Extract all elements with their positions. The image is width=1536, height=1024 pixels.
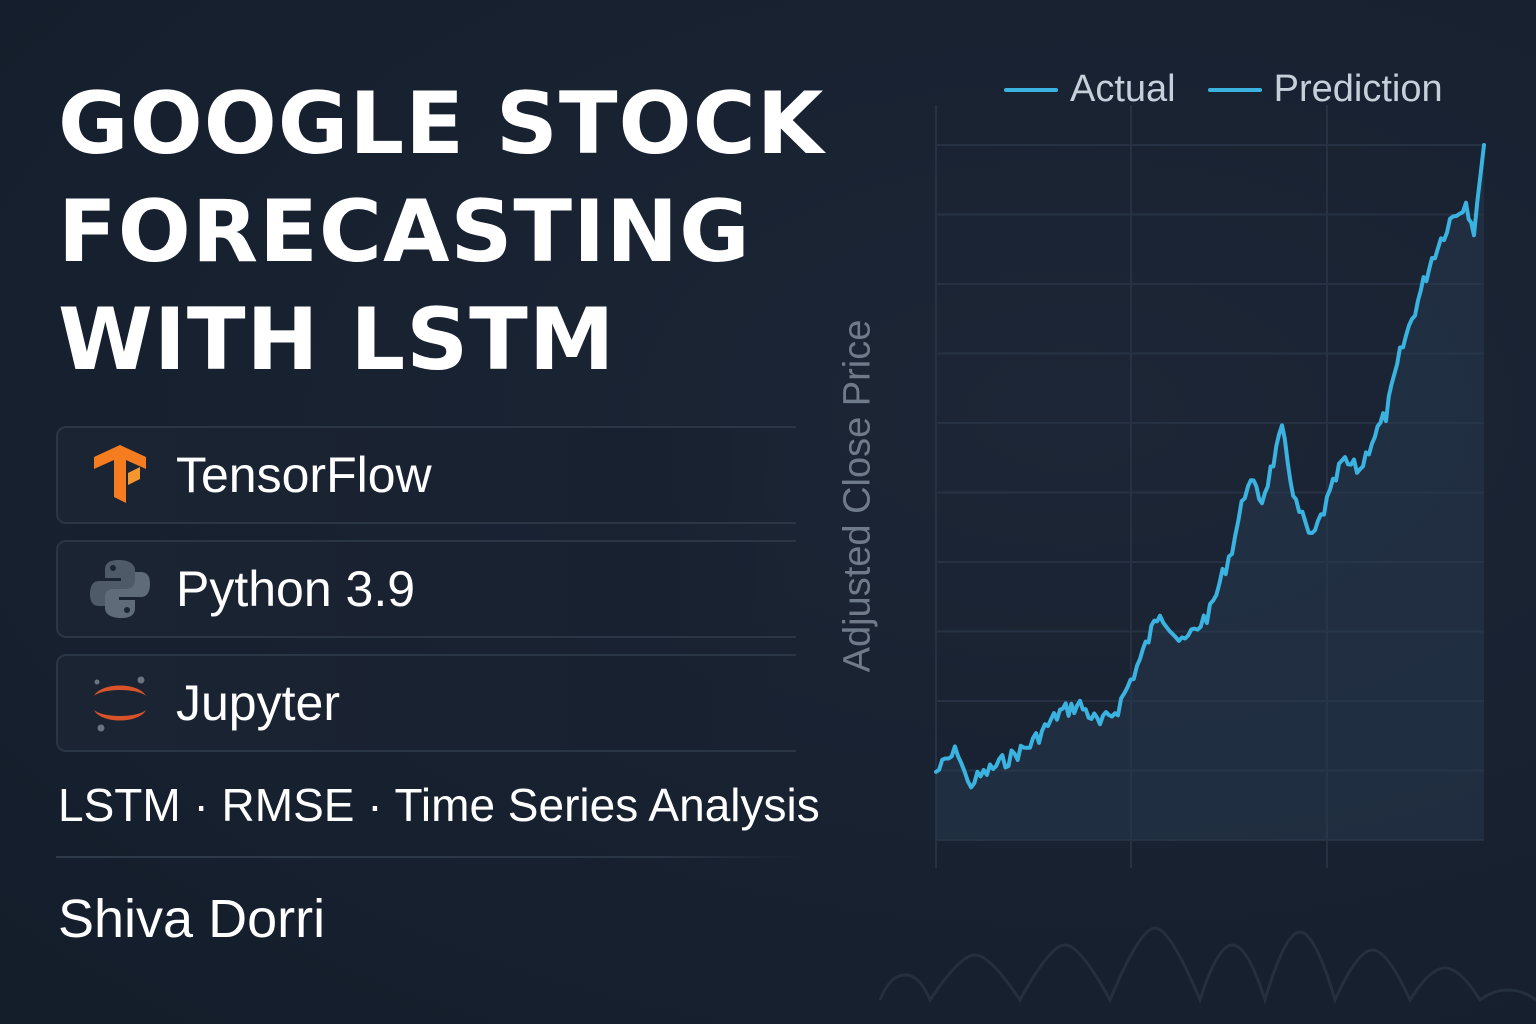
author-name: Shiva Dorri <box>58 889 326 949</box>
decorative-wave <box>878 926 1536 1006</box>
legend-swatch-prediction <box>1207 87 1262 92</box>
jupyter-icon <box>84 667 156 739</box>
legend-swatch-actual <box>1004 87 1058 92</box>
keywords-text: LSTM · RMSE · Time Series Analysis <box>58 779 820 831</box>
tool-label-tensorflow: TensorFlow <box>176 447 432 503</box>
legend-label-prediction: Prediction <box>1273 68 1443 110</box>
title-line-2: FORECASTING <box>58 182 751 282</box>
title-line-3: WITH LSTM <box>58 290 616 390</box>
chart-legend: Actual Prediction <box>1004 68 1475 111</box>
tool-card-jupyter: Jupyter <box>56 654 796 752</box>
tensorflow-icon <box>84 439 156 511</box>
title-line-1: GOOGLE STOCK <box>58 74 825 174</box>
legend-label-actual: Actual <box>1070 68 1176 110</box>
page-title: GOOGLE STOCK FORECASTING WITH LSTM <box>58 70 824 394</box>
legend-item-prediction: Prediction <box>1207 68 1443 111</box>
divider <box>56 856 806 858</box>
python-icon <box>84 553 156 625</box>
y-axis-label: Adjusted Close Price <box>836 319 879 673</box>
tool-label-jupyter: Jupyter <box>176 675 340 731</box>
tool-card-tensorflow: TensorFlow <box>56 426 796 524</box>
tool-card-python: Python 3.9 <box>56 540 796 638</box>
legend-item-actual: Actual <box>1004 68 1176 111</box>
chart-area-fill <box>936 145 1484 840</box>
tool-label-python: Python 3.9 <box>176 561 416 617</box>
series-line-actual <box>934 143 1486 790</box>
